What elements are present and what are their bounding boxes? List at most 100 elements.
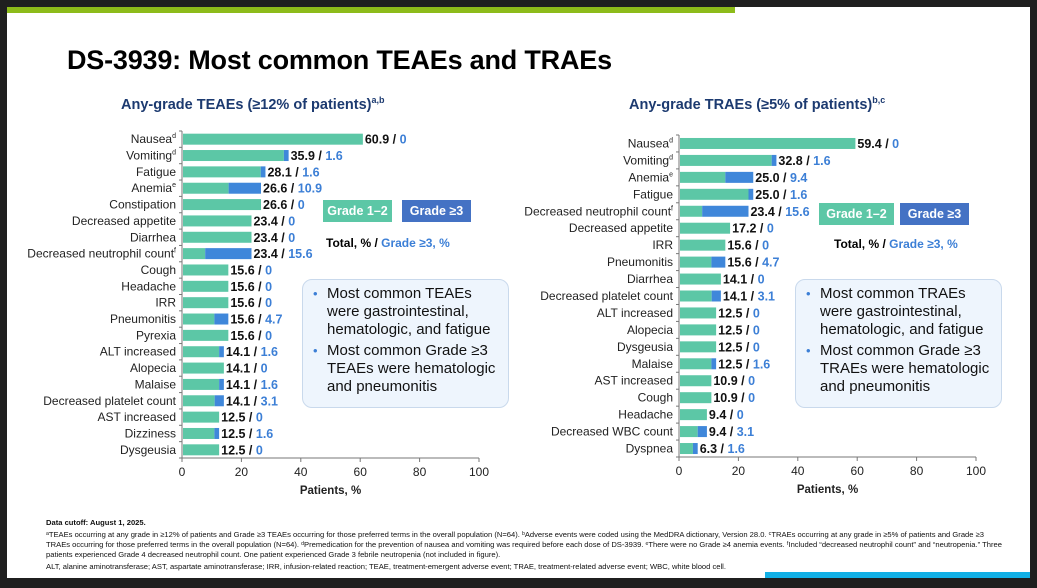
value-total: 15.6 /	[727, 239, 762, 253]
value-grade3: 0	[288, 231, 295, 245]
legend-grade12: Grade 1–2	[819, 203, 894, 225]
value-label: 6.3 / 1.6	[700, 442, 745, 456]
x-tick-label: 20	[732, 464, 746, 478]
value-total: 26.6 /	[263, 198, 298, 212]
value-total: 12.5 /	[718, 306, 753, 320]
value-total: 59.4 /	[857, 137, 892, 151]
value-grade3: 1.6	[302, 165, 319, 179]
category-text: AST increased	[98, 410, 177, 424]
value-total: 28.1 /	[267, 165, 302, 179]
chart-title-text: Any-grade TEAEs (≥12% of patients)	[121, 96, 372, 113]
category-text: Alopecia	[130, 361, 176, 375]
legend-grade3: Grade ≥3	[900, 203, 969, 225]
value-total: 26.6 /	[263, 182, 298, 196]
category-label: Decreased appetite	[72, 214, 176, 228]
value-total: 9.4 /	[709, 425, 737, 439]
category-label: Cough	[141, 263, 176, 277]
bar-grade12	[183, 199, 262, 211]
category-label: Pyrexia	[136, 328, 176, 342]
value-label: 14.1 / 0	[226, 362, 268, 376]
category-sup: f	[671, 205, 673, 212]
value-grade3: 1.6	[813, 154, 830, 168]
category-text: IRR	[155, 296, 176, 310]
bar-grade12	[680, 239, 726, 251]
value-total: 6.3 /	[700, 442, 728, 456]
legend-g3-text: Grade ≥3, %	[889, 237, 958, 251]
category-text: ALT increased	[597, 306, 673, 320]
value-total: 15.6 /	[727, 256, 762, 270]
legend-total-text: Total, % /	[834, 237, 890, 251]
value-label: 14.1 / 0	[723, 273, 765, 287]
value-label: 32.8 / 1.6	[778, 154, 830, 168]
category-text: Cough	[141, 263, 176, 277]
category-text: Vomiting	[623, 153, 669, 167]
value-total: 10.9 /	[713, 391, 748, 405]
x-tick-label: 100	[469, 465, 489, 479]
value-total: 23.4 /	[750, 205, 785, 219]
category-text: Anemia	[131, 181, 172, 195]
value-total: 14.1 /	[723, 290, 758, 304]
category-label: Dizziness	[125, 426, 176, 440]
bar-grade3	[702, 205, 749, 217]
bar-grade12	[680, 426, 698, 438]
bar-grade12	[680, 409, 707, 421]
bar-grade12	[183, 411, 220, 423]
value-total: 10.9 /	[713, 374, 748, 388]
value-label: 12.5 / 0	[718, 340, 760, 354]
value-grade3: 0	[265, 280, 272, 294]
bar-grade12	[680, 307, 717, 319]
value-grade3: 1.6	[325, 149, 342, 163]
value-total: 25.0 /	[755, 171, 790, 185]
bar-grade12	[183, 427, 215, 439]
value-label: 26.6 / 0	[263, 198, 305, 212]
bar-grade12	[183, 166, 261, 178]
category-text: Dysgeusia	[617, 340, 673, 354]
category-label: Diarrhea	[627, 272, 673, 286]
value-grade3: 4.7	[762, 256, 779, 270]
value-label: 10.9 / 0	[713, 391, 755, 405]
category-label: Decreased neutrophil countf	[524, 204, 673, 218]
value-label: 12.5 / 1.6	[718, 357, 770, 371]
category-text: Anemia	[628, 170, 669, 184]
category-text: Decreased neutrophil count	[524, 204, 671, 218]
bar-grade12	[680, 222, 731, 234]
category-sup: f	[174, 248, 176, 255]
bar-grade12	[680, 154, 772, 166]
value-total: 14.1 /	[226, 394, 261, 408]
category-text: AST increased	[595, 374, 674, 388]
bar-grade12	[680, 358, 712, 370]
category-label: Dysgeusia	[120, 443, 176, 457]
category-label: Fatigue	[136, 165, 176, 179]
category-label: Nausead	[628, 136, 673, 150]
value-label: 23.4 / 15.6	[253, 247, 312, 261]
bar-grade12	[680, 256, 712, 268]
value-grade3: 9.4	[790, 171, 807, 185]
category-text: Headache	[121, 279, 176, 293]
category-text: Decreased platelet count	[43, 394, 176, 408]
x-axis-label: Patients, %	[797, 484, 858, 496]
x-tick-label: 60	[851, 464, 865, 478]
bar-grade12	[680, 205, 703, 217]
x-tick-label: 40	[791, 464, 805, 478]
value-label: 15.6 / 0	[230, 280, 272, 294]
value-grade3: 0	[748, 391, 755, 405]
category-text: Fatigue	[136, 165, 176, 179]
value-label: 35.9 / 1.6	[291, 149, 343, 163]
value-label: 15.6 / 0	[230, 296, 272, 310]
category-label: Anemiae	[628, 170, 673, 184]
value-grade3: 0	[400, 133, 407, 147]
legend-grade3: Grade ≥3	[402, 200, 471, 222]
bar-grade12	[183, 395, 215, 407]
bar-grade12	[183, 150, 284, 162]
value-label: 9.4 / 0	[709, 408, 744, 422]
bar-grade12	[183, 215, 252, 227]
category-label: Pneumonitis	[110, 312, 176, 326]
category-sup: d	[172, 150, 176, 157]
category-text: IRR	[652, 238, 673, 252]
bar-grade3	[711, 290, 721, 302]
x-tick-label: 80	[910, 464, 924, 478]
bar-grade3	[771, 154, 777, 166]
bar-grade12	[680, 171, 726, 183]
category-label: ALT increased	[100, 345, 176, 359]
value-grade3: 4.7	[265, 313, 282, 327]
